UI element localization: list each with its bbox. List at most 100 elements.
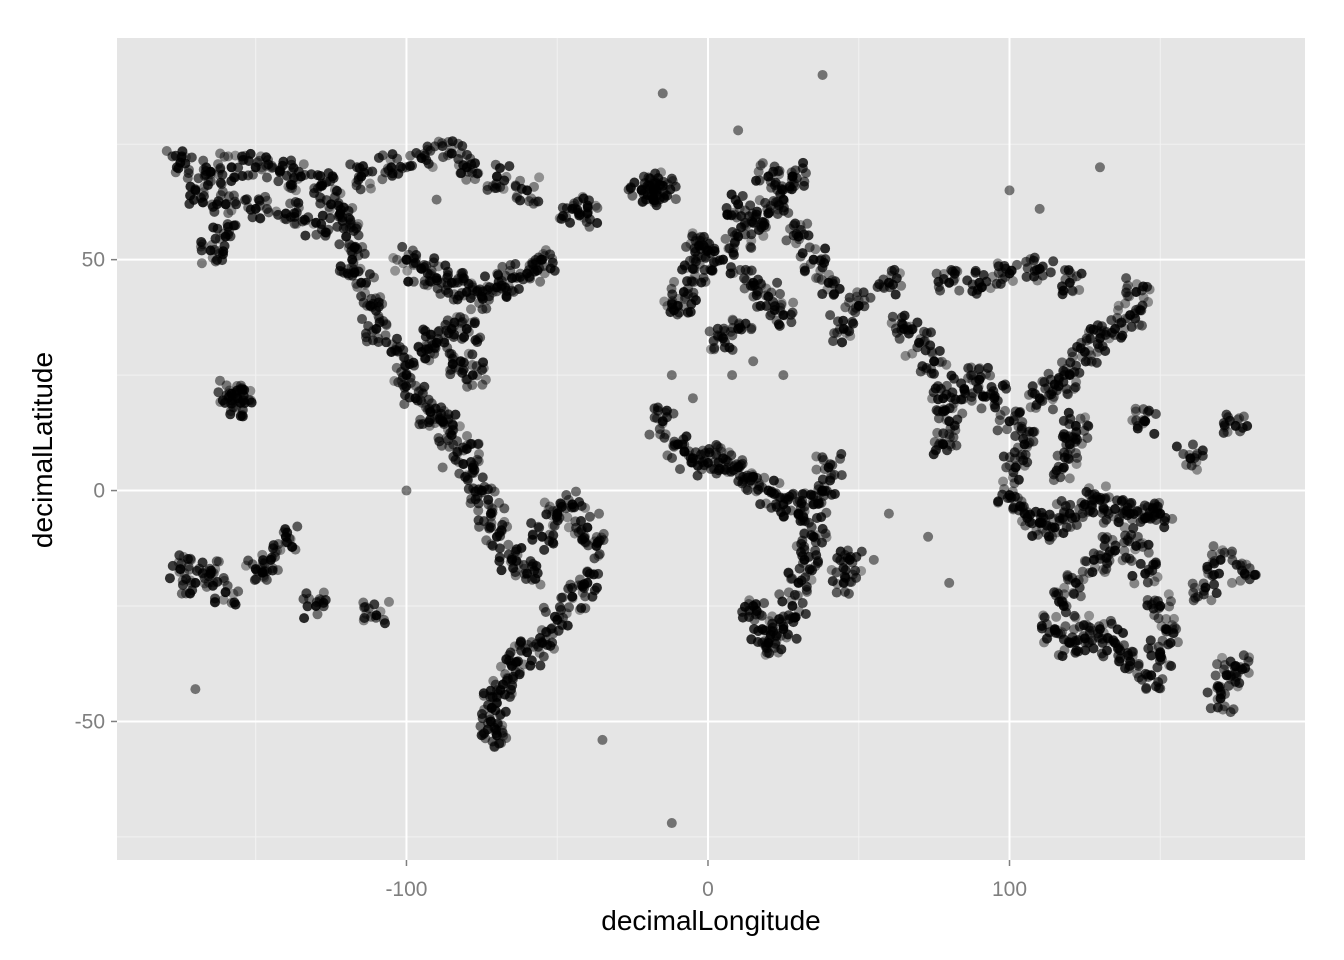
data-point xyxy=(775,305,786,316)
data-point xyxy=(1084,505,1095,516)
data-point xyxy=(938,428,949,439)
data-point xyxy=(1069,610,1080,621)
data-point xyxy=(443,287,454,298)
data-point xyxy=(1060,366,1071,377)
data-point xyxy=(806,530,817,541)
data-point xyxy=(727,370,738,381)
data-point xyxy=(912,342,923,353)
data-point xyxy=(776,630,787,641)
data-point xyxy=(820,243,831,254)
data-point xyxy=(1219,547,1230,558)
data-point xyxy=(369,599,380,610)
data-point xyxy=(351,223,362,234)
data-point xyxy=(788,488,799,499)
data-point xyxy=(746,322,757,333)
data-point xyxy=(1098,618,1109,629)
data-point xyxy=(1116,496,1127,507)
axis-ticks xyxy=(111,258,1011,866)
data-point xyxy=(219,575,230,586)
data-point xyxy=(458,357,469,368)
x-tick-label: 100 xyxy=(992,878,1027,901)
data-point xyxy=(807,565,818,576)
data-point xyxy=(353,218,364,229)
data-point xyxy=(485,511,496,522)
data-point xyxy=(851,291,862,302)
y-tick-label: 50 xyxy=(82,249,105,272)
data-point xyxy=(213,159,224,170)
data-point xyxy=(413,342,424,353)
data-point xyxy=(939,268,950,279)
data-point xyxy=(1042,633,1053,644)
data-point xyxy=(277,160,288,171)
data-point xyxy=(1049,587,1060,598)
data-point xyxy=(1122,502,1133,513)
data-point xyxy=(1138,292,1149,303)
data-point xyxy=(341,222,352,233)
data-point xyxy=(799,266,810,277)
data-point xyxy=(1075,413,1086,424)
data-point xyxy=(1126,555,1137,566)
y-tick-labels: -50 0 50 xyxy=(75,249,105,734)
data-point xyxy=(442,272,453,283)
data-point xyxy=(260,191,271,202)
data-point xyxy=(331,185,342,196)
data-point xyxy=(1109,330,1120,341)
data-point xyxy=(422,280,433,291)
data-point xyxy=(289,218,300,229)
data-point xyxy=(469,316,480,327)
data-point xyxy=(778,370,789,381)
data-point xyxy=(764,616,775,627)
data-point xyxy=(1107,547,1118,558)
data-point xyxy=(355,184,366,195)
data-point xyxy=(1206,549,1217,560)
data-point xyxy=(334,211,345,222)
data-point xyxy=(934,345,945,356)
data-point xyxy=(187,585,198,596)
data-point xyxy=(1232,681,1243,692)
data-point xyxy=(285,198,296,209)
data-point xyxy=(1053,628,1064,639)
data-point xyxy=(1078,574,1089,585)
data-point xyxy=(259,565,270,576)
data-point xyxy=(744,211,755,222)
data-point xyxy=(752,206,763,217)
data-point xyxy=(503,549,514,560)
data-point xyxy=(740,264,751,275)
data-point xyxy=(437,462,448,473)
data-point xyxy=(677,264,688,275)
data-point xyxy=(1124,663,1135,674)
data-point xyxy=(1035,394,1046,405)
data-point xyxy=(720,233,731,244)
data-point xyxy=(415,414,426,425)
data-point xyxy=(230,150,241,161)
data-point xyxy=(361,332,372,343)
data-point xyxy=(391,333,402,344)
data-point xyxy=(771,315,782,326)
data-point xyxy=(940,405,951,416)
data-point xyxy=(528,198,539,209)
data-point xyxy=(1062,389,1073,400)
data-point xyxy=(1073,575,1084,586)
data-point xyxy=(654,423,665,434)
data-point xyxy=(291,207,302,218)
data-point xyxy=(576,603,587,614)
data-point xyxy=(670,194,681,205)
data-point xyxy=(1018,433,1029,444)
data-point xyxy=(185,190,196,201)
data-point xyxy=(405,372,416,383)
data-point xyxy=(508,671,519,682)
data-point xyxy=(1019,460,1030,471)
data-point xyxy=(1032,529,1043,540)
data-point xyxy=(462,430,473,441)
data-point xyxy=(735,322,746,333)
data-point xyxy=(1225,707,1236,718)
data-point xyxy=(746,634,757,645)
data-point xyxy=(1070,647,1081,658)
data-point xyxy=(267,565,278,576)
data-point xyxy=(432,409,443,420)
data-point xyxy=(592,202,603,213)
data-point xyxy=(233,162,244,173)
data-point xyxy=(217,169,228,180)
data-point xyxy=(261,203,272,214)
